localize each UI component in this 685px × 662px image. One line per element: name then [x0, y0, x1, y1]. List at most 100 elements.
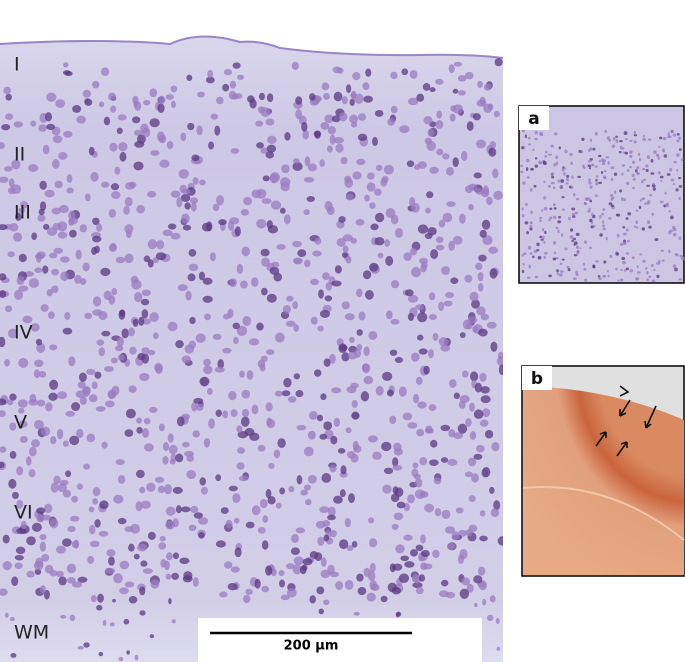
cell [599, 233, 603, 237]
cell [610, 166, 615, 170]
cell [665, 203, 669, 208]
cell [658, 145, 661, 149]
cell [407, 312, 415, 321]
cell [182, 224, 192, 231]
cell [323, 421, 333, 431]
cell [256, 218, 267, 229]
cell [639, 199, 642, 202]
cell [349, 98, 355, 107]
cell [52, 135, 63, 144]
cell [469, 291, 479, 302]
cell [9, 450, 17, 459]
cell [49, 569, 58, 577]
cell [436, 148, 444, 156]
cell [523, 252, 527, 256]
cell [48, 392, 58, 401]
cell [573, 237, 577, 241]
cell [35, 252, 42, 264]
cell [165, 506, 176, 516]
cell [94, 245, 100, 254]
cell [265, 488, 272, 499]
cell [4, 305, 13, 313]
cell [602, 208, 606, 211]
cell [395, 544, 405, 554]
cell [678, 184, 683, 188]
cell [642, 167, 646, 171]
cell [478, 328, 488, 337]
cell [488, 147, 497, 157]
cell [520, 164, 524, 167]
cell [84, 312, 93, 320]
cell [280, 594, 290, 601]
cell [435, 236, 444, 243]
cell [551, 175, 555, 179]
cell [453, 432, 464, 440]
cell [452, 235, 463, 245]
cell [442, 153, 450, 160]
cell [533, 184, 537, 188]
cell [618, 150, 622, 154]
cell [633, 130, 637, 135]
cell [0, 176, 9, 184]
cell [277, 438, 286, 449]
cell [489, 595, 496, 603]
cell [265, 151, 275, 159]
cell [255, 120, 264, 127]
cell [395, 612, 400, 618]
cell [176, 197, 183, 208]
cell [303, 176, 315, 183]
cell [374, 188, 382, 196]
cell [59, 479, 69, 486]
cell [533, 249, 538, 254]
cell [416, 93, 425, 102]
cell [344, 518, 351, 528]
cell [416, 428, 425, 437]
cell [261, 257, 270, 267]
cell [22, 315, 33, 324]
cell [374, 109, 384, 117]
cell [130, 523, 141, 534]
cell [387, 118, 396, 126]
cell [55, 545, 66, 554]
cell [147, 259, 154, 268]
cell [655, 153, 660, 158]
cell [590, 225, 594, 229]
cell [641, 197, 646, 201]
cell [239, 370, 245, 378]
cell [552, 257, 557, 261]
cell [77, 645, 84, 650]
cell [92, 217, 100, 225]
cell [60, 615, 67, 619]
cell [123, 205, 130, 215]
cell [566, 174, 570, 178]
cell [0, 410, 6, 417]
cell [92, 498, 99, 505]
cell [610, 177, 614, 182]
cell [561, 208, 566, 211]
cell [635, 209, 639, 212]
cell [87, 555, 95, 564]
cell [390, 493, 400, 503]
cell [139, 372, 150, 382]
cell [62, 538, 72, 547]
cell [407, 422, 418, 429]
cell [428, 314, 437, 321]
cell [43, 589, 50, 600]
cell [0, 273, 7, 281]
cell [117, 354, 125, 361]
cell [472, 326, 478, 333]
cell [350, 382, 359, 389]
cell [333, 137, 344, 144]
cell [230, 566, 240, 573]
cell [17, 420, 28, 428]
cell [592, 147, 596, 151]
cell [481, 466, 491, 478]
cell [653, 268, 656, 272]
cell [604, 129, 608, 134]
cell [571, 212, 575, 216]
cell [386, 389, 394, 397]
cell [362, 363, 370, 372]
cell [569, 152, 573, 157]
cell [143, 443, 154, 452]
